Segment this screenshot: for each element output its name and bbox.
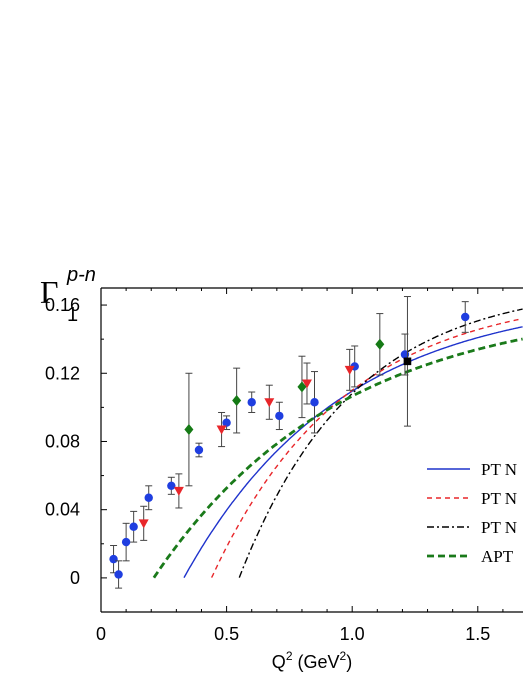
theory-curve-3	[238, 308, 523, 578]
data-point-circle	[222, 418, 231, 427]
data-point-circle	[310, 398, 319, 407]
theory-curve-4	[152, 337, 523, 579]
x-axis-title-sup: 2	[286, 649, 293, 663]
data-point-diamond	[184, 424, 194, 436]
x-tick-label: 1.0	[340, 624, 365, 644]
x-axis-title: Q2 (GeV2)	[272, 649, 352, 672]
theory-curve-2	[210, 318, 523, 578]
data-point-triangle	[138, 519, 149, 529]
data-point-diamond	[232, 395, 242, 407]
data-point-triangle	[264, 398, 275, 408]
x-axis-title-unit: (GeV	[293, 652, 340, 672]
y-axis-title-superscript: p-n	[66, 264, 96, 286]
legend-label-3: PT N	[481, 518, 517, 537]
data-point-triangle	[301, 379, 312, 389]
y-tick-label: 0.12	[45, 363, 80, 383]
x-axis-title-main: Q	[272, 652, 286, 672]
x-tick-label: 1.5	[465, 624, 490, 644]
y-tick-label: 0.04	[45, 500, 80, 520]
y-axis-title-subscript: 1	[67, 304, 78, 326]
legend-label-2: PT N	[481, 489, 517, 508]
y-tick-label: 0.16	[45, 295, 80, 315]
data-point-circle	[144, 493, 153, 502]
y-axis-title-main: Γ	[40, 274, 59, 310]
data-point-circle	[129, 522, 138, 531]
data-point-circle	[461, 312, 470, 322]
x-axis-title-unit-close: )	[346, 652, 352, 672]
data-point-diamond	[375, 338, 385, 350]
x-axis-title-unit-sup: 2	[340, 649, 347, 663]
data-point-circle	[121, 537, 131, 547]
y-tick-label: 0	[70, 568, 80, 588]
x-tick-label: 0.5	[214, 624, 239, 644]
data-point-triangle	[173, 486, 184, 496]
legend: PT N PT N PT N APT	[427, 460, 517, 566]
data-point-circle	[167, 481, 176, 491]
data-point-circle	[247, 398, 256, 407]
y-tick-label: 0.08	[45, 431, 80, 451]
data-point-circle	[275, 411, 284, 421]
y-axis-title: Γ	[40, 274, 59, 310]
theory-curve-1	[183, 326, 523, 579]
data-point-circle	[109, 554, 118, 564]
data-point-square	[403, 357, 412, 366]
axis-ticks: 0 0.5 1.0 1.5 0 0.04 0.08 0.12 0.16	[45, 288, 504, 644]
data-point-triangle	[216, 425, 227, 435]
data-point-circle	[194, 445, 204, 455]
legend-label-4: APT	[481, 547, 514, 566]
legend-label-1: PT N	[481, 460, 517, 479]
data-points	[109, 296, 470, 589]
data-point-triangle	[344, 365, 355, 375]
x-tick-label: 0	[96, 624, 106, 644]
data-point-diamond	[297, 381, 307, 393]
data-point-circle	[114, 570, 123, 579]
theory-curves	[152, 308, 523, 579]
